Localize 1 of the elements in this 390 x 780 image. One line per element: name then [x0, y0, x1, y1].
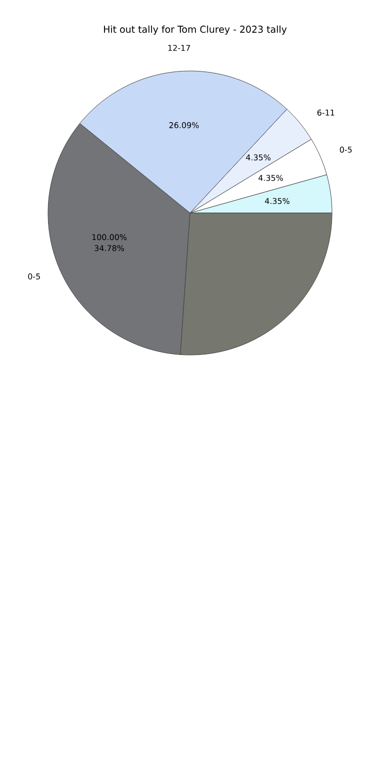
chart-title: Hit out tally for Tom Clurey - 2023 tally [104, 26, 287, 35]
